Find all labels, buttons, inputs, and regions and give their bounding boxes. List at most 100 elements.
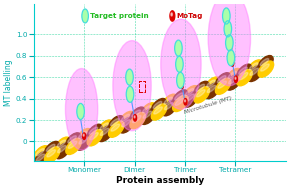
Ellipse shape (173, 95, 188, 112)
Ellipse shape (33, 146, 49, 162)
Ellipse shape (250, 68, 259, 75)
Text: Target protein: Target protein (90, 13, 149, 19)
Ellipse shape (247, 65, 263, 81)
Ellipse shape (151, 104, 167, 120)
Ellipse shape (153, 101, 162, 109)
Ellipse shape (172, 90, 188, 106)
Ellipse shape (226, 68, 241, 85)
Ellipse shape (143, 111, 152, 118)
Ellipse shape (87, 124, 102, 140)
Circle shape (184, 99, 187, 105)
Ellipse shape (89, 127, 98, 134)
Ellipse shape (186, 94, 194, 101)
Circle shape (226, 35, 233, 51)
Ellipse shape (228, 71, 237, 79)
Ellipse shape (236, 64, 252, 80)
Circle shape (77, 103, 84, 119)
Circle shape (126, 69, 133, 85)
Ellipse shape (208, 0, 251, 86)
Ellipse shape (151, 98, 166, 115)
Ellipse shape (68, 141, 77, 148)
Circle shape (231, 61, 232, 63)
Ellipse shape (140, 103, 156, 119)
Circle shape (133, 115, 137, 121)
Circle shape (83, 133, 86, 139)
Ellipse shape (55, 143, 70, 159)
Ellipse shape (215, 78, 231, 94)
Circle shape (171, 13, 172, 16)
Ellipse shape (47, 150, 55, 157)
Ellipse shape (204, 77, 220, 93)
Ellipse shape (164, 97, 173, 104)
Ellipse shape (154, 107, 162, 114)
Ellipse shape (237, 70, 252, 86)
Ellipse shape (36, 149, 44, 156)
Ellipse shape (258, 61, 274, 77)
Ellipse shape (175, 98, 184, 105)
Ellipse shape (110, 119, 119, 126)
Ellipse shape (239, 72, 248, 80)
Ellipse shape (78, 131, 87, 139)
Ellipse shape (79, 137, 88, 144)
Ellipse shape (207, 85, 216, 93)
Circle shape (175, 40, 182, 56)
Circle shape (181, 83, 183, 89)
Ellipse shape (183, 86, 198, 102)
Ellipse shape (185, 88, 194, 96)
Ellipse shape (205, 82, 220, 99)
Ellipse shape (76, 129, 91, 145)
Ellipse shape (100, 123, 108, 130)
Ellipse shape (108, 116, 124, 132)
Ellipse shape (229, 77, 237, 84)
Ellipse shape (122, 120, 130, 127)
Ellipse shape (111, 124, 119, 131)
Ellipse shape (113, 41, 151, 131)
Text: Microtubule (MT): Microtubule (MT) (184, 95, 233, 115)
Ellipse shape (194, 87, 209, 103)
Circle shape (82, 9, 88, 23)
Ellipse shape (196, 90, 205, 97)
Ellipse shape (44, 147, 60, 163)
Ellipse shape (36, 154, 45, 161)
Ellipse shape (65, 133, 81, 149)
Circle shape (227, 50, 235, 66)
Ellipse shape (97, 120, 113, 136)
Ellipse shape (249, 63, 258, 70)
Circle shape (229, 45, 232, 51)
Ellipse shape (183, 91, 199, 107)
Ellipse shape (90, 132, 98, 140)
Circle shape (234, 76, 238, 82)
Ellipse shape (207, 80, 215, 87)
Ellipse shape (119, 117, 135, 133)
Ellipse shape (132, 115, 141, 123)
Ellipse shape (46, 144, 55, 152)
Circle shape (176, 56, 183, 72)
Circle shape (177, 72, 184, 88)
Ellipse shape (258, 56, 273, 72)
Ellipse shape (129, 107, 145, 123)
Ellipse shape (132, 110, 141, 117)
Circle shape (83, 134, 84, 136)
Ellipse shape (161, 19, 201, 109)
Ellipse shape (130, 112, 145, 129)
Ellipse shape (215, 73, 231, 89)
Circle shape (222, 8, 230, 24)
Ellipse shape (196, 84, 205, 91)
Ellipse shape (164, 102, 173, 110)
Ellipse shape (57, 145, 66, 153)
Ellipse shape (119, 111, 134, 128)
Ellipse shape (143, 106, 151, 113)
Ellipse shape (77, 134, 92, 150)
Ellipse shape (218, 81, 226, 88)
Ellipse shape (55, 137, 70, 153)
Circle shape (126, 86, 134, 102)
Circle shape (181, 84, 182, 86)
X-axis label: Protein assembly: Protein assembly (116, 176, 204, 185)
Ellipse shape (121, 114, 130, 122)
Ellipse shape (66, 138, 81, 154)
Text: MoTag: MoTag (176, 13, 203, 19)
Ellipse shape (34, 151, 49, 167)
Circle shape (170, 11, 175, 21)
Ellipse shape (247, 60, 262, 76)
Ellipse shape (100, 128, 109, 136)
